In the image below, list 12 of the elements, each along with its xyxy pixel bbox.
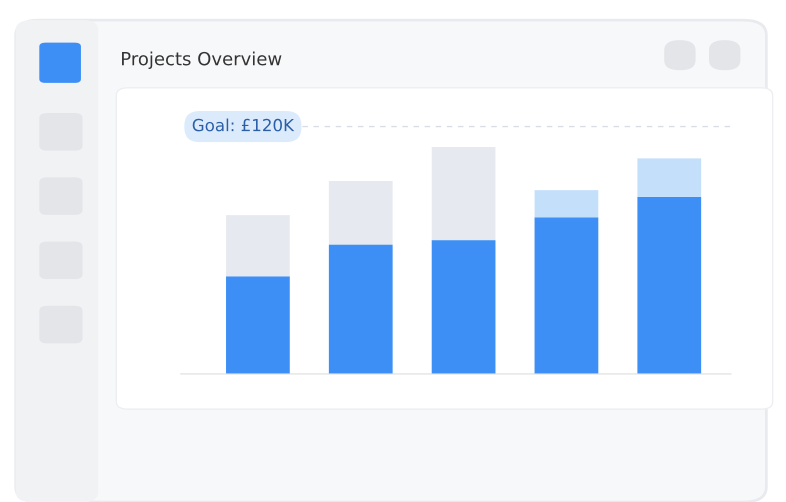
bar (226, 215, 290, 276)
bar (432, 147, 496, 240)
bar (534, 217, 598, 374)
bar (328, 244, 393, 374)
bar (637, 158, 702, 197)
chart-title: Projects Overview (122, 52, 282, 69)
text: Goal: £120K (192, 118, 294, 132)
bar (637, 196, 702, 374)
bar (226, 276, 290, 374)
bar (432, 240, 496, 374)
bar (534, 190, 598, 218)
bar (328, 181, 393, 245)
